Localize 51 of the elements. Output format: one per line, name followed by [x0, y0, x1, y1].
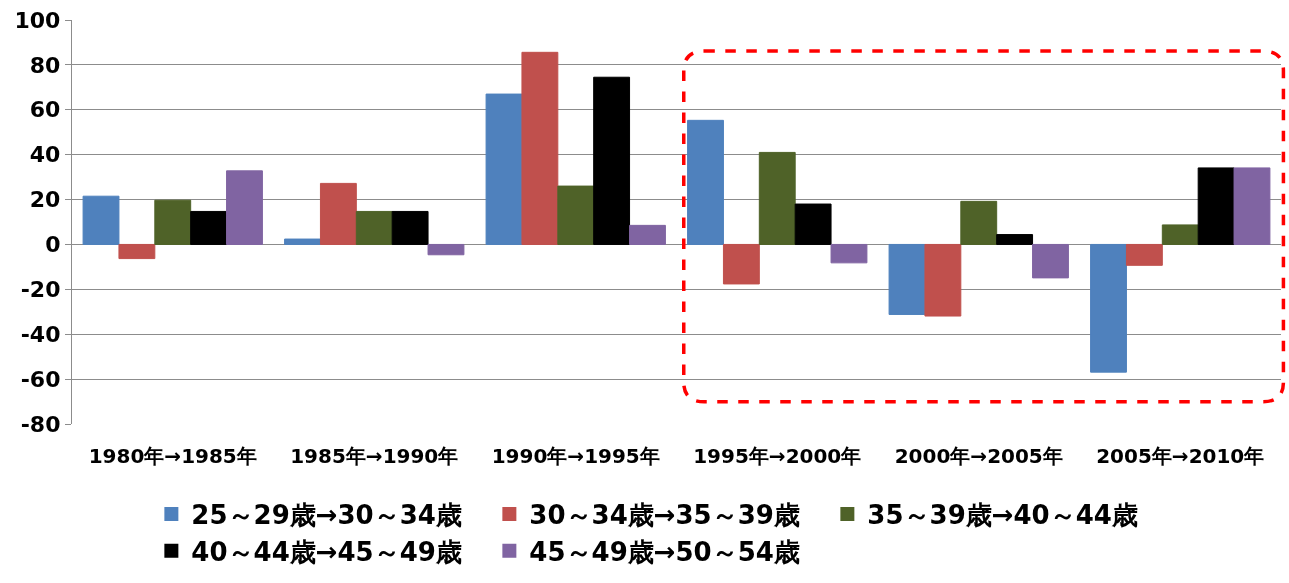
legend-label: 45～49歳→50～54歳 [529, 537, 800, 567]
y-tick-label: -80 [20, 411, 61, 437]
y-tick-label: 20 [29, 187, 61, 213]
bar [391, 210, 429, 245]
bar [521, 51, 559, 245]
bar [687, 119, 724, 245]
bar [888, 243, 926, 315]
x-tick-label: 1995年→2000年 [693, 444, 862, 468]
bar [118, 243, 156, 260]
x-tick-label: 2005年→2010年 [1096, 444, 1265, 468]
y-tick-label: -40 [20, 321, 61, 347]
legend-label: 30～34歳→35～39歳 [529, 500, 800, 531]
bar [593, 76, 631, 245]
bar [924, 243, 962, 317]
bar [1032, 243, 1069, 279]
bar [82, 195, 120, 245]
x-tick-label: 1990年→1995年 [491, 444, 660, 468]
bar [190, 210, 228, 245]
bar [1125, 243, 1163, 266]
bar [629, 224, 666, 245]
bar [960, 200, 998, 245]
bar [758, 151, 796, 245]
legend-label: 40～44歳→45～49歳 [191, 537, 462, 567]
bar [1090, 243, 1127, 373]
bar [1233, 167, 1271, 245]
y-tick-label: -60 [20, 366, 61, 392]
y-tick-label: -20 [20, 277, 61, 303]
y-tick-label: 40 [29, 142, 61, 168]
y-tick-label: 60 [29, 97, 61, 123]
y-tick-label: 80 [29, 52, 61, 78]
bar [996, 234, 1034, 245]
bar [154, 199, 192, 245]
bar [485, 93, 523, 245]
bar [722, 243, 760, 285]
bar [794, 203, 832, 245]
bar [427, 243, 465, 256]
bar [319, 182, 357, 245]
x-tick-label: 1980年→1985年 [88, 444, 257, 468]
bar [557, 185, 595, 245]
y-tick-label: 100 [14, 7, 61, 33]
bar [226, 170, 263, 245]
y-tick-label: 0 [45, 232, 61, 258]
x-tick-label: 1985年→1990年 [290, 444, 459, 468]
legend-label: 35～39歳→40～44歳 [867, 500, 1138, 531]
legend-label: 25～29歳→30～34歳 [191, 500, 462, 531]
bar [1197, 167, 1235, 245]
bar [1161, 224, 1199, 245]
bar [355, 210, 393, 245]
x-tick-label: 2000年→2005年 [894, 444, 1063, 468]
bar [830, 243, 868, 264]
bar [284, 238, 321, 245]
